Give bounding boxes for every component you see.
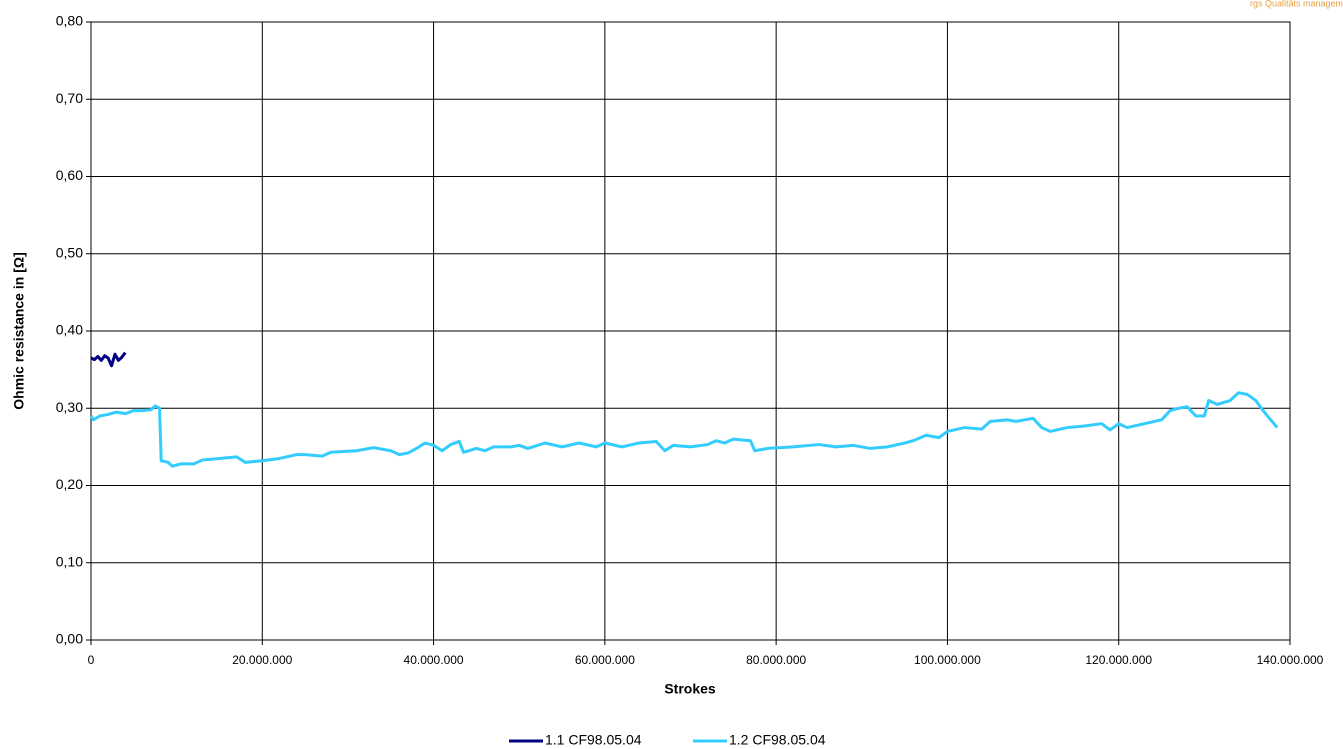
x-tick-label: 20.000.000 xyxy=(232,653,292,667)
plot-border xyxy=(90,21,1291,641)
y-tick-label: 0,30 xyxy=(56,399,83,415)
x-tick-label: 140.000.000 xyxy=(1257,653,1324,667)
x-tick-label: 0 xyxy=(88,653,95,667)
y-tick-label: 0,40 xyxy=(56,322,83,338)
x-tick-label: 80.000.000 xyxy=(746,653,806,667)
watermark: rgs Qualitäts management xyxy=(1250,0,1343,8)
y-tick-label: 0,20 xyxy=(56,476,83,492)
x-tick-label: 40.000.000 xyxy=(404,653,464,667)
y-tick-label: 0,70 xyxy=(56,90,83,106)
legend-label: 1.1 CF98.05.04 xyxy=(545,732,642,748)
y-tick-label: 0,50 xyxy=(56,244,83,260)
y-tick-label: 0,80 xyxy=(56,13,83,29)
x-tick-label: 120.000.000 xyxy=(1085,653,1152,667)
x-tick-label: 60.000.000 xyxy=(575,653,635,667)
x-axis-title: Strokes xyxy=(664,681,716,697)
y-axis-title: Ohmic resistance in [Ω] xyxy=(11,252,27,410)
series-line xyxy=(90,351,127,368)
y-tick-label: 0,10 xyxy=(56,553,83,569)
y-tick-label: 0,00 xyxy=(56,631,83,647)
x-tick-label: 100.000.000 xyxy=(914,653,981,667)
legend-label: 1.2 CF98.05.04 xyxy=(729,732,826,748)
y-tick-label: 0,60 xyxy=(56,167,83,183)
series-line xyxy=(89,391,1279,468)
